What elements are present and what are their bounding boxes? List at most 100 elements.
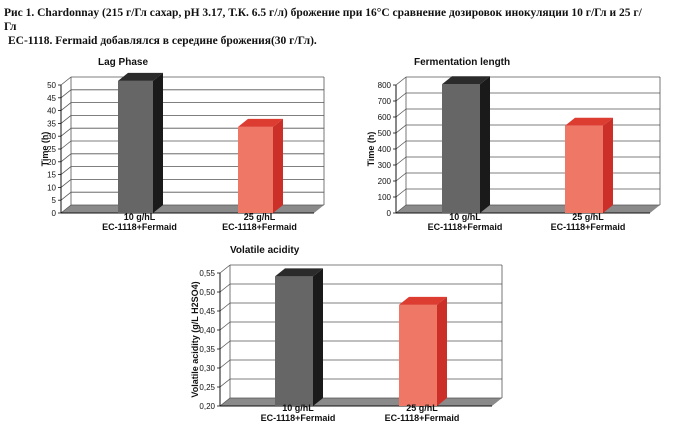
gridline-depth [60, 204, 72, 214]
chart-title: Lag Phase [98, 57, 148, 68]
lag-phase-chart: Lag Phase 0 5 10 15 20 25 30 35 40 45 50 Time (h) 10 … [40, 57, 325, 232]
chart-floor [220, 398, 502, 406]
category-label-line2: EC-1118+Fermaid [428, 222, 503, 232]
y-tick-label: 10 [47, 183, 56, 192]
bar-front [442, 84, 480, 213]
category-label-line1: 10 g/hL [282, 403, 314, 413]
chart-floor [396, 205, 660, 213]
y-tick-label: 50 [47, 81, 56, 90]
y-tick-label: 25 [47, 145, 56, 154]
y-tick-label: 400 [378, 145, 392, 154]
bar-top [442, 76, 490, 85]
fermentation-length-chart: Fermentation length 0 100 200 300 400 500 600 70… [366, 57, 661, 232]
bar-top [399, 296, 447, 305]
bar-side [437, 296, 447, 406]
category-label-line2: EC-1118+Fermaid [102, 222, 177, 232]
bar-side [480, 76, 490, 213]
bar-front [565, 125, 603, 213]
category-label-line1: 25 g/hL [572, 212, 604, 222]
gridline-depth [60, 127, 72, 137]
chart-floor [61, 205, 324, 213]
chart-title: Volatile acidity [230, 245, 300, 256]
y-tick-label: 20 [47, 158, 56, 167]
category-label-line1: 25 g/hL [244, 212, 276, 222]
y-axis-label: Volatile acidity (g/L H2SO4) [190, 281, 200, 397]
y-tick-label: 40 [47, 107, 56, 116]
gridline-depth [395, 76, 407, 86]
bar-2 [238, 118, 283, 213]
y-tick-label: 15 [47, 171, 56, 180]
category-label-line2: EC-1118+Fermaid [222, 222, 297, 232]
gridline-depth [219, 321, 231, 331]
gridline-depth [395, 92, 407, 102]
bar-front [275, 276, 313, 406]
bar-front [118, 80, 153, 213]
gridline-depth [60, 179, 72, 188]
gridline-depth [60, 89, 72, 99]
y-tick-label: 0,20 [199, 402, 215, 411]
y-tick-label: 0 [387, 209, 392, 218]
gridline-depth [219, 283, 231, 293]
y-tick-label: 100 [378, 193, 392, 202]
gridline-depth [219, 378, 231, 388]
gridline-depth [219, 359, 231, 369]
gridline-depth [219, 302, 231, 312]
y-tick-label: 0,25 [199, 383, 215, 392]
bar-1 [442, 76, 490, 213]
y-tick-label: 35 [47, 119, 56, 128]
y-tick-label: 700 [378, 97, 392, 106]
y-axis-label: Time (h) [40, 132, 50, 167]
category-label-line2: EC-1118+Fermaid [261, 413, 336, 423]
gridline-depth [60, 102, 72, 111]
y-tick-label: 0,45 [199, 307, 215, 316]
gridline-depth [395, 172, 407, 182]
bar-top [118, 72, 163, 81]
y-tick-label: 800 [378, 81, 392, 90]
gridline-depth [395, 108, 407, 118]
caption-line-2: EC-1118. Fermaid добавлялся в середине б… [8, 35, 317, 47]
gridline-depth [60, 191, 72, 201]
y-tick-label: 300 [378, 161, 392, 170]
bar-front [238, 126, 273, 213]
gridline-depth [60, 153, 72, 163]
gridline-depth [395, 140, 407, 150]
gridline-depth [395, 188, 407, 198]
gridline-depth [219, 397, 231, 407]
y-tick-label: 0,30 [199, 364, 215, 373]
category-label-line1: 10 g/hL [124, 212, 156, 222]
chart-title: Fermentation length [414, 57, 510, 68]
gridline-depth [60, 115, 72, 124]
y-tick-label: 600 [378, 113, 392, 122]
y-tick-label: 0,40 [199, 326, 215, 335]
category-label-line2: EC-1118+Fermaid [385, 413, 460, 423]
y-tick-label: 30 [47, 132, 56, 141]
gridline-depth [60, 166, 72, 175]
bar-side [603, 117, 613, 213]
bar-top [275, 268, 323, 277]
gridline-depth [219, 264, 231, 274]
gridline-depth [60, 140, 72, 150]
y-tick-label: 0,55 [199, 269, 215, 278]
bar-1 [275, 268, 323, 406]
y-tick-label: 0 [52, 209, 57, 218]
bar-2 [399, 296, 447, 406]
y-tick-label: 200 [378, 177, 392, 186]
bar-front [399, 304, 437, 406]
volatile-acidity-chart: Volatile acidity 0,20 0,25 0,30 0,35 0,40 0,45… [190, 245, 503, 423]
y-tick-label: 0,50 [199, 288, 215, 297]
y-axis-label: Time (h) [366, 132, 376, 167]
y-tick-label: 45 [47, 94, 56, 103]
category-label-line2: EC-1118+Fermaid [551, 222, 626, 232]
y-tick-label: 5 [52, 196, 57, 205]
bar-1 [118, 72, 163, 213]
bar-side [313, 268, 323, 406]
bar-side [273, 118, 283, 213]
y-tick-label: 500 [378, 129, 392, 138]
gridline-depth [60, 76, 72, 86]
gridline-depth [219, 340, 231, 350]
y-tick-label: 0,35 [199, 345, 215, 354]
bar-top [238, 118, 283, 127]
gridline-depth [395, 204, 407, 214]
bar-side [153, 72, 163, 213]
bar-top [565, 117, 613, 126]
